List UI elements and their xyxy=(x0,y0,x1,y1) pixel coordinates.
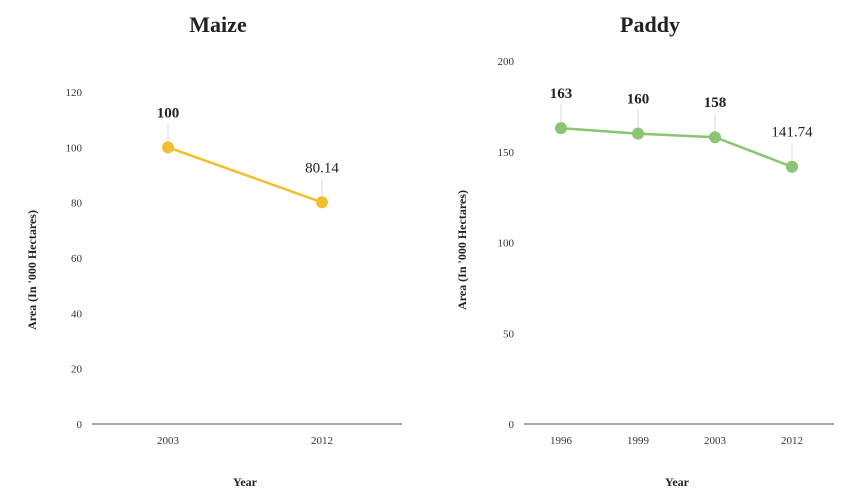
paddy-title: Paddy xyxy=(620,12,680,37)
paddy-y-tick-label: 50 xyxy=(503,328,515,340)
maize-data-labels: 100 80.14 xyxy=(157,105,340,176)
paddy-data-label: 163 xyxy=(550,86,573,102)
maize-data-points xyxy=(162,141,328,209)
paddy-data-label: 141.74 xyxy=(771,125,813,141)
paddy-data-point xyxy=(786,160,798,173)
paddy-series-line xyxy=(560,126,793,168)
paddy-x-tick-label: 1999 xyxy=(627,435,650,447)
maize-leader-lines xyxy=(167,123,323,197)
paddy-y-ticks: 0 50 100 150 200 xyxy=(498,56,515,431)
paddy-x-ticks: 1996 1999 2003 2012 xyxy=(550,435,803,447)
maize-y-tick-label: 80 xyxy=(71,198,83,210)
paddy-x-axis-title: Year xyxy=(665,475,690,489)
paddy-y-axis-title: Area (In '000 Hectares) xyxy=(455,190,469,310)
paddy-y-tick-label: 0 xyxy=(509,419,515,431)
paddy-x-tick-label: 2003 xyxy=(704,435,727,447)
maize-y-tick-label: 60 xyxy=(71,253,83,265)
paddy-y-tick-label: 150 xyxy=(498,147,515,159)
paddy-data-point xyxy=(555,122,567,135)
maize-y-tick-label: 120 xyxy=(66,87,83,99)
paddy-x-tick-label: 1996 xyxy=(550,435,573,447)
paddy-data-labels: 163 160 158 141.74 xyxy=(550,86,813,141)
maize-title: Maize xyxy=(189,12,247,37)
maize-data-point xyxy=(316,196,328,209)
paddy-data-point xyxy=(709,131,721,144)
maize-y-tick-label: 40 xyxy=(71,308,83,320)
maize-x-axis-title: Year xyxy=(233,475,258,489)
maize-data-point xyxy=(162,141,174,154)
paddy-leader-lines xyxy=(560,104,793,161)
maize-y-tick-label: 20 xyxy=(71,364,83,376)
maize-y-tick-label: 100 xyxy=(66,142,83,154)
maize-x-tick-label: 2012 xyxy=(311,435,333,447)
paddy-data-points xyxy=(555,122,798,173)
paddy-chart: Paddy Year Area (In '000 Hectares) 0 50 10… xyxy=(455,12,834,489)
maize-y-tick-label: 0 xyxy=(77,419,83,431)
maize-x-ticks: 2003 2012 xyxy=(157,435,333,447)
maize-y-ticks: 0 20 40 60 80 100 120 xyxy=(66,87,83,431)
maize-y-axis-title: Area (In '000 Hectares) xyxy=(25,210,39,330)
paddy-x-tick-label: 2012 xyxy=(781,435,803,447)
maize-data-label: 100 xyxy=(157,105,180,121)
paddy-data-label: 158 xyxy=(704,95,727,111)
maize-chart: Maize Year Area (In '000 Hectares) 0 20 40… xyxy=(25,12,402,489)
paddy-data-label: 160 xyxy=(627,92,650,108)
paddy-data-point xyxy=(632,127,644,140)
paddy-y-tick-label: 200 xyxy=(498,56,515,68)
maize-data-label: 80.14 xyxy=(305,160,339,176)
maize-series-line xyxy=(167,146,323,204)
maize-x-tick-label: 2003 xyxy=(157,435,180,447)
paddy-y-tick-label: 100 xyxy=(498,238,515,250)
